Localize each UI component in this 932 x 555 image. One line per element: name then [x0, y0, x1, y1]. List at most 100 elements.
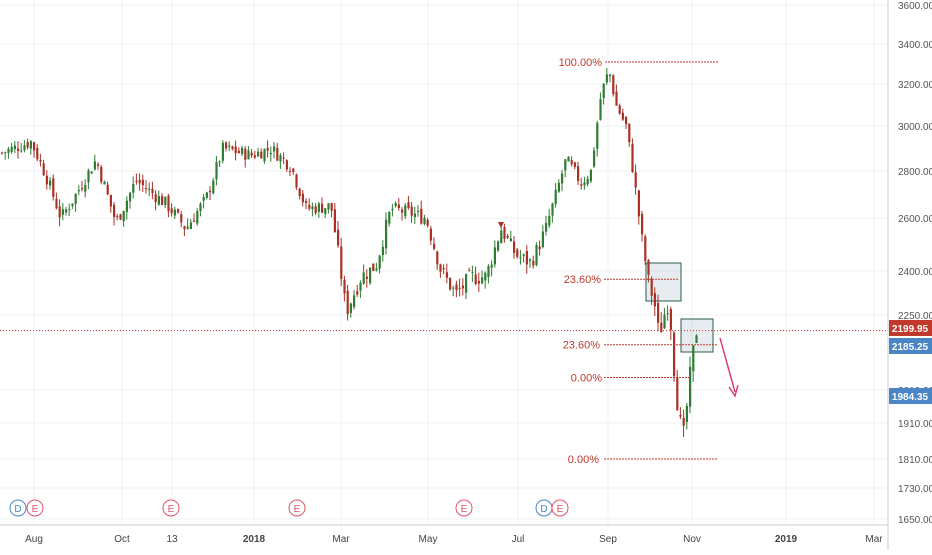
- candle-body: [548, 215, 551, 226]
- candle-body: [173, 209, 176, 216]
- candle-body: [532, 260, 535, 266]
- candle-body: [593, 150, 596, 167]
- candle-body: [375, 268, 378, 271]
- event-marker[interactable]: [288, 499, 306, 517]
- candle-body: [205, 192, 208, 198]
- candle-body: [177, 209, 180, 213]
- candle-body: [273, 146, 276, 152]
- candle-body: [247, 150, 250, 160]
- candle-body: [631, 143, 634, 173]
- candle-body: [413, 213, 416, 218]
- candle-body: [132, 184, 135, 193]
- candle-body: [113, 204, 116, 218]
- candle-body: [676, 377, 679, 411]
- y-tick-label: 3600.00: [898, 1, 932, 12]
- candle-body: [282, 157, 285, 159]
- candle-body: [644, 236, 647, 261]
- event-marker-label: E: [32, 504, 39, 515]
- candle-body: [490, 264, 493, 268]
- candle-body: [237, 150, 240, 153]
- candle-body: [695, 335, 698, 343]
- candle-body: [503, 227, 506, 239]
- candle-body: [477, 280, 480, 284]
- candle-body: [295, 174, 298, 188]
- y-tick-label: 1810.00: [898, 455, 932, 466]
- candle-body: [625, 116, 628, 125]
- candle-body: [253, 155, 256, 158]
- candle-body: [337, 229, 340, 246]
- candle-body: [215, 162, 218, 180]
- candle-body: [180, 214, 183, 223]
- candle-body: [410, 206, 413, 216]
- candle-body: [257, 151, 260, 157]
- candle-body: [148, 188, 151, 190]
- price-tag-label: 1984.35: [892, 392, 929, 403]
- candle-body: [68, 209, 71, 211]
- candle-body: [605, 74, 608, 83]
- candle-body: [599, 99, 602, 120]
- candle-body: [474, 274, 477, 284]
- candle-body: [471, 271, 474, 273]
- event-marker-label: E: [168, 504, 175, 515]
- candle-body: [455, 284, 458, 291]
- event-marker[interactable]: [162, 499, 180, 517]
- candle-body: [276, 147, 279, 161]
- candle-body: [637, 190, 640, 217]
- candle-body: [103, 181, 106, 185]
- candle-body: [468, 270, 471, 272]
- candle-body: [529, 259, 532, 261]
- candle-body: [679, 414, 682, 417]
- candle-body: [129, 192, 132, 202]
- x-tick-label: Jul: [512, 534, 525, 545]
- fib-level-label: 0.00%: [568, 454, 599, 466]
- candle-body: [423, 217, 426, 225]
- y-tick-label: 1650.00: [898, 515, 932, 526]
- candle-body: [692, 345, 695, 372]
- event-marker[interactable]: [455, 499, 473, 517]
- candle-body: [433, 243, 436, 249]
- x-tick-label: Mar: [332, 534, 350, 545]
- candle-body: [266, 147, 269, 151]
- event-marker-label: E: [557, 504, 564, 515]
- candle-body: [77, 190, 80, 192]
- trend-arrow[interactable]: [719, 337, 736, 393]
- price-tag: [889, 338, 932, 354]
- candle-body: [519, 257, 522, 259]
- event-flag-icon: [498, 222, 504, 228]
- candle-body: [541, 231, 544, 248]
- y-tick-label: 3400.00: [898, 40, 932, 51]
- candle-body: [333, 209, 336, 233]
- event-marker[interactable]: [9, 499, 27, 517]
- candle-body: [618, 105, 621, 114]
- candle-body: [394, 203, 397, 207]
- candle-body: [391, 208, 394, 211]
- x-tick-label: 2019: [775, 534, 798, 545]
- y-tick-label: 1910.00: [898, 419, 932, 430]
- candle-body: [564, 159, 567, 171]
- candle-body: [138, 179, 141, 184]
- candle-body: [49, 180, 52, 186]
- candle-body: [164, 196, 167, 205]
- candle-body: [212, 180, 215, 194]
- event-marker-label: D: [14, 504, 21, 515]
- candle-body: [289, 170, 292, 172]
- candle-body: [420, 208, 423, 224]
- candle-body: [305, 201, 308, 204]
- event-marker[interactable]: [26, 499, 44, 517]
- candle-body: [330, 202, 333, 211]
- candle-body: [356, 291, 359, 295]
- candle-body: [436, 251, 439, 265]
- candle-body: [135, 180, 138, 182]
- candle-body: [189, 222, 192, 229]
- candle-body: [231, 146, 234, 150]
- candle-body: [65, 209, 68, 213]
- candle-body: [404, 205, 407, 217]
- candle-body: [61, 209, 64, 215]
- event-marker[interactable]: [551, 499, 569, 517]
- candle-body: [365, 276, 368, 279]
- candle-body: [634, 172, 637, 188]
- candle-body: [109, 194, 112, 207]
- candle-body: [545, 222, 548, 232]
